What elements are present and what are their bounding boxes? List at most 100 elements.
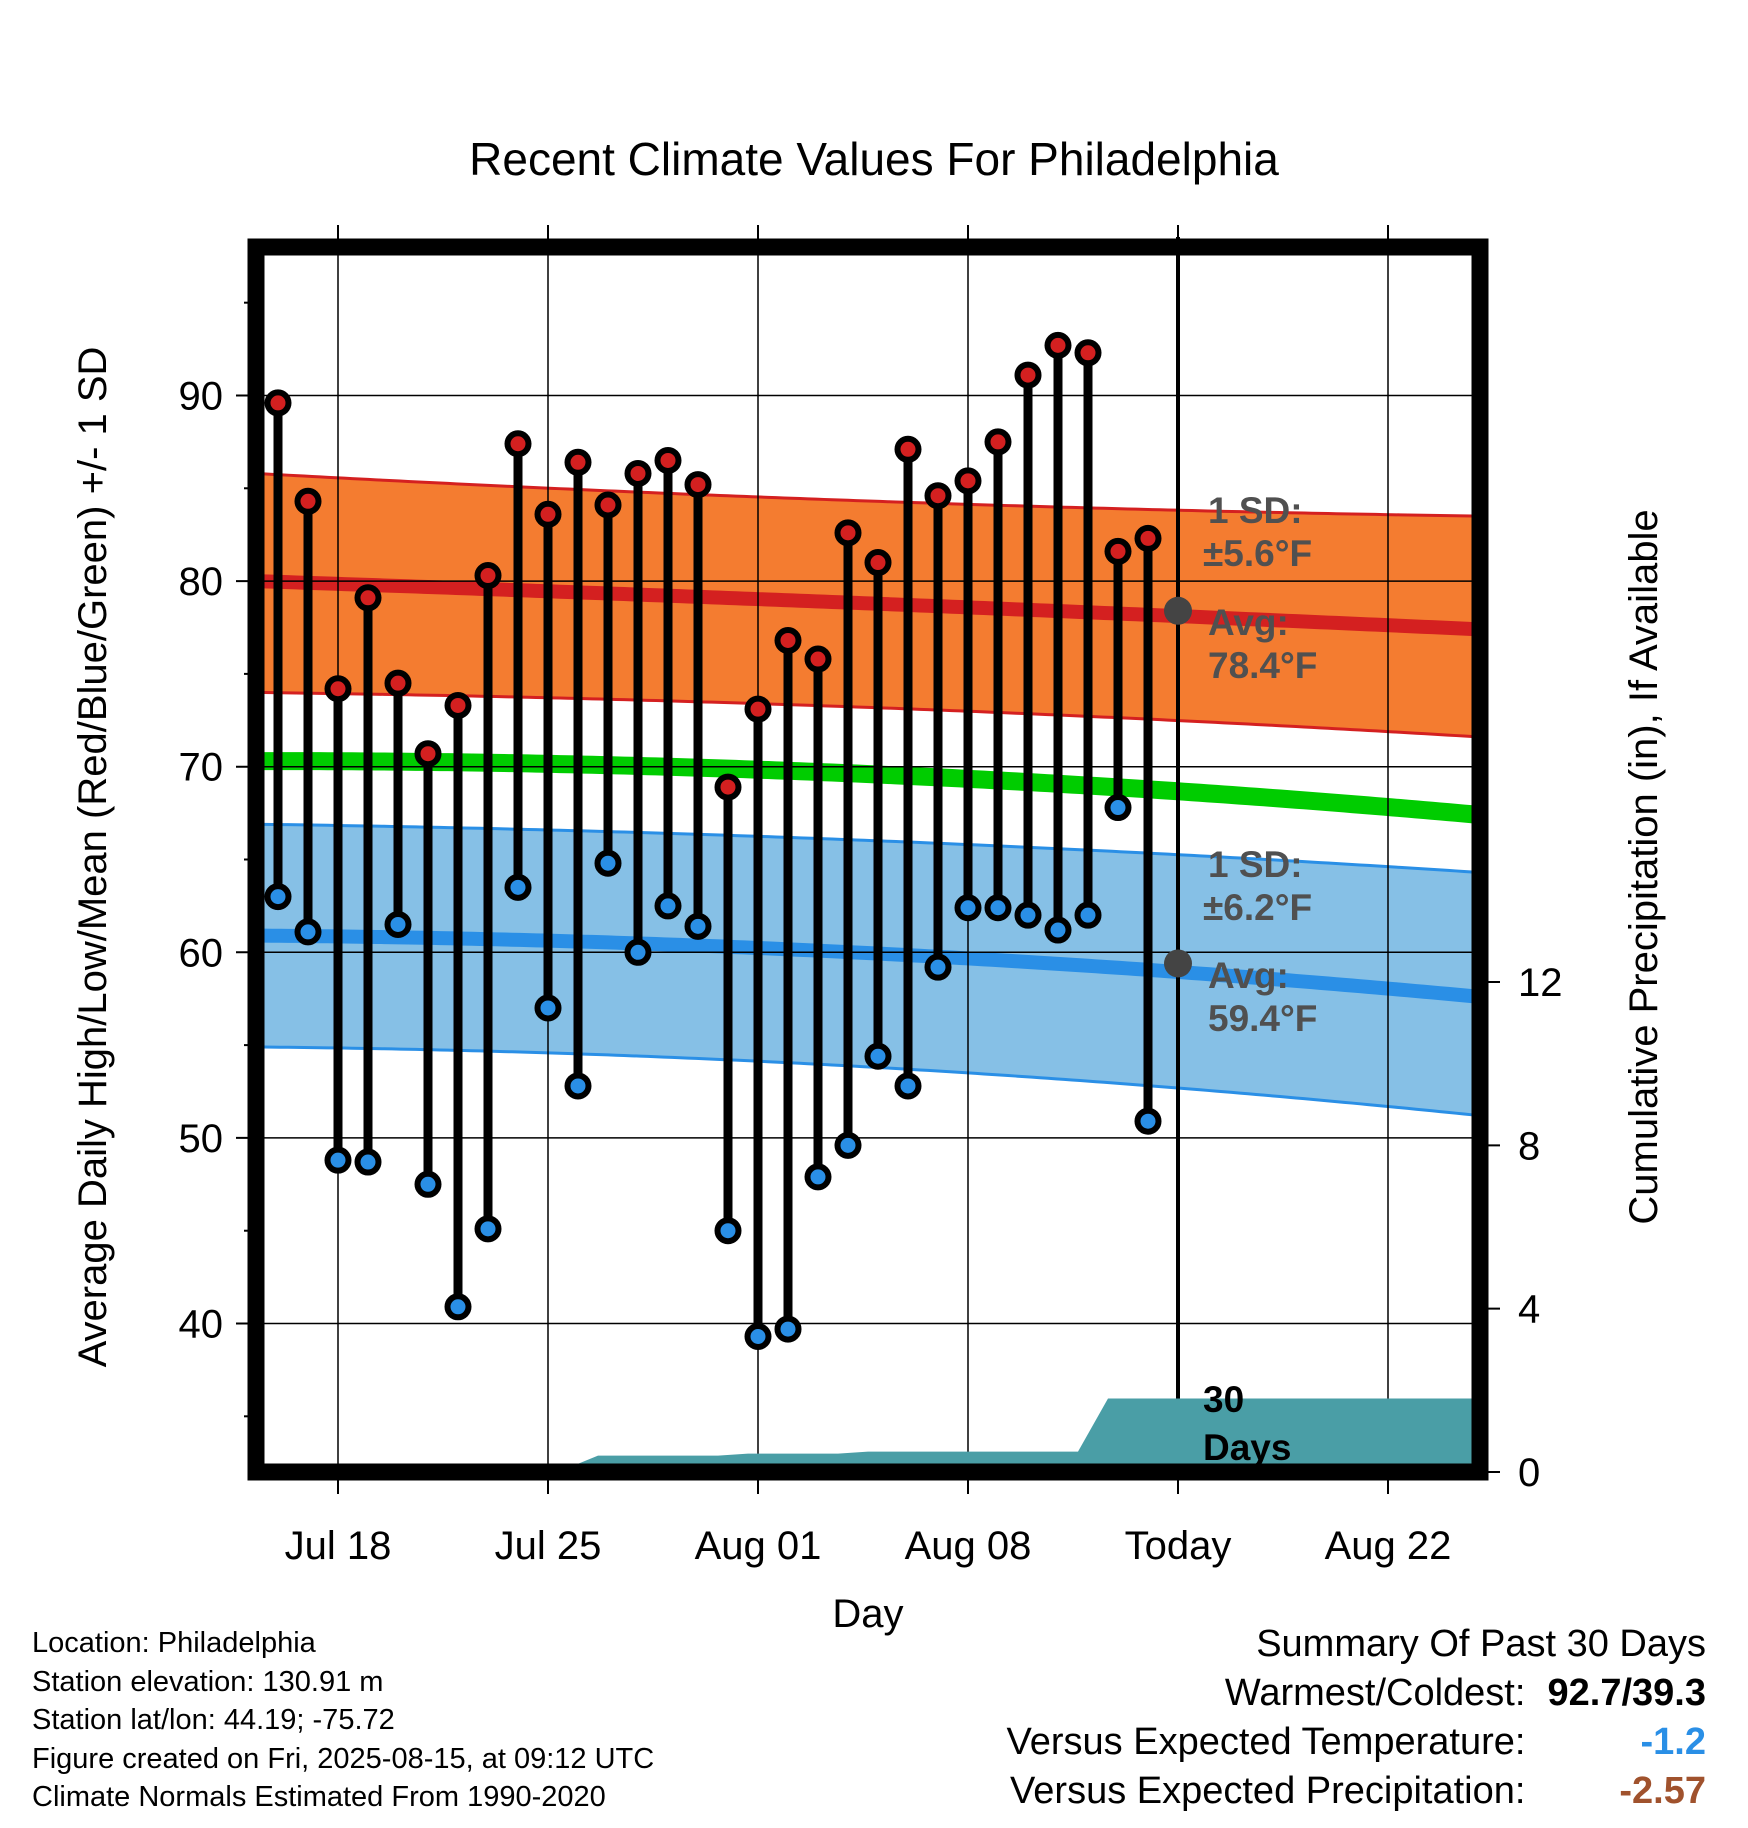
x-tick-label: Aug 01: [695, 1524, 822, 1568]
y-right-tick-label: 12: [1518, 961, 1563, 1005]
high-point: [744, 695, 772, 723]
low-point: [834, 1131, 862, 1159]
summary-heading: Summary Of Past 30 Days: [1256, 1623, 1706, 1665]
x-tick-label: Jul 25: [495, 1524, 602, 1568]
low-point: [744, 1323, 772, 1351]
high-point: [1074, 339, 1102, 367]
high-point: [894, 435, 922, 463]
summary-precip-row: Versus Expected Precipitation: -2.57: [1007, 1767, 1706, 1816]
high-point: [564, 448, 592, 476]
summary-temp-value: -1.2: [1640, 1721, 1706, 1763]
info-elevation: Station elevation: 130.91 m: [32, 1665, 384, 1698]
low-point: [444, 1293, 472, 1321]
y-left-tick-label: 70: [179, 746, 224, 790]
high-point: [924, 482, 952, 510]
info-location: Location: Philadelphia: [32, 1627, 316, 1659]
high-point: [834, 519, 862, 547]
low-avg-label: Avg:: [1208, 955, 1289, 996]
info-latlon: Station lat/lon: 44.19; -75.72: [32, 1704, 395, 1736]
y-left-tick-label: 50: [179, 1117, 224, 1161]
low-point: [264, 883, 292, 911]
high-point: [594, 491, 622, 519]
summary-warmest-label: Warmest/Coldest:: [1224, 1672, 1526, 1714]
high-point: [444, 691, 472, 719]
chart-title: Recent Climate Values For Philadelphia: [469, 133, 1279, 185]
low-point: [474, 1215, 502, 1243]
x-tick-label: Today: [1125, 1524, 1232, 1568]
high-point: [984, 428, 1012, 456]
low-point: [324, 1146, 352, 1174]
low-point: [534, 994, 562, 1022]
high-point: [1134, 524, 1162, 552]
low-point: [714, 1217, 742, 1245]
y-left-tick-label: 80: [179, 560, 224, 604]
info-normals: Climate Normals Estimated From 1990-2020: [32, 1781, 606, 1813]
high-point: [504, 430, 532, 458]
days-count-word: Days: [1203, 1427, 1291, 1468]
low-sd-label: 1 SD:: [1208, 844, 1303, 885]
y-left-tick-label: 90: [179, 374, 224, 418]
y-right-axis-title: Cumulative Precipitation (in), If Availa…: [1622, 509, 1666, 1224]
summary-temp-row: Versus Expected Temperature: -1.2: [1007, 1718, 1706, 1767]
precip-area: [256, 1398, 1480, 1472]
summary-warmest-row: Warmest/Coldest: 92.7/39.3: [1007, 1669, 1706, 1718]
high-point: [294, 487, 322, 515]
high-point: [324, 675, 352, 703]
low-point: [624, 938, 652, 966]
x-tick-label: Aug 22: [1325, 1524, 1452, 1568]
high-avg-marker: [1164, 596, 1192, 625]
y-left-tick-label: 40: [179, 1303, 224, 1347]
high-point: [804, 645, 832, 673]
high-point: [534, 500, 562, 528]
low-point: [684, 912, 712, 940]
high-sd-label: 1 SD:: [1208, 490, 1303, 531]
summary-warmest-value: 92.7/39.3: [1547, 1672, 1706, 1714]
high-point: [654, 446, 682, 474]
high-point: [684, 471, 712, 499]
low-point: [954, 894, 982, 922]
y-left-tick-label: 60: [179, 931, 224, 975]
high-point: [354, 584, 382, 612]
low-point: [354, 1148, 382, 1176]
days-count-number: 30: [1203, 1379, 1244, 1420]
high-point: [774, 626, 802, 654]
y-right-tick-label: 8: [1518, 1124, 1540, 1168]
summary-precip-label: Versus Expected Precipitation:: [1010, 1770, 1526, 1812]
high-point: [864, 549, 892, 577]
high-point: [624, 459, 652, 487]
low-point: [1014, 901, 1042, 929]
low-avg-marker: [1164, 949, 1192, 978]
high-point: [954, 467, 982, 495]
low-point: [414, 1170, 442, 1198]
low-sd-value: ±6.2°F: [1203, 887, 1312, 928]
high-avg-value: 78.4°F: [1208, 645, 1317, 686]
high-point: [264, 389, 292, 417]
low-point: [594, 849, 622, 877]
low-point: [384, 910, 412, 938]
low-point: [564, 1072, 592, 1100]
low-point: [804, 1163, 832, 1191]
y-right-tick-label: 0: [1518, 1451, 1540, 1495]
low-point: [894, 1072, 922, 1100]
low-point: [654, 892, 682, 920]
y-right-tick-label: 4: [1518, 1288, 1540, 1332]
summary-temp-label: Versus Expected Temperature:: [1006, 1721, 1526, 1763]
high-point: [714, 773, 742, 801]
high-point: [414, 740, 442, 768]
station-info: Location: Philadelphia Station elevation…: [32, 1624, 654, 1817]
low-point: [1104, 794, 1132, 822]
low-point: [1074, 901, 1102, 929]
low-point: [504, 873, 532, 901]
low-point: [1044, 916, 1072, 944]
low-point: [1134, 1107, 1162, 1135]
high-point: [1044, 331, 1072, 359]
summary-panel: Summary Of Past 30 Days Warmest/Coldest:…: [1007, 1620, 1706, 1816]
low-point: [984, 894, 1012, 922]
high-avg-line: [255, 574, 1481, 637]
low-point: [294, 918, 322, 946]
x-tick-label: Jul 18: [285, 1524, 392, 1568]
info-created: Figure created on Fri, 2025-08-15, at 09…: [32, 1742, 655, 1775]
x-axis-title: Day: [832, 1592, 903, 1636]
high-sd-band-upper-edge: [255, 471, 1481, 518]
